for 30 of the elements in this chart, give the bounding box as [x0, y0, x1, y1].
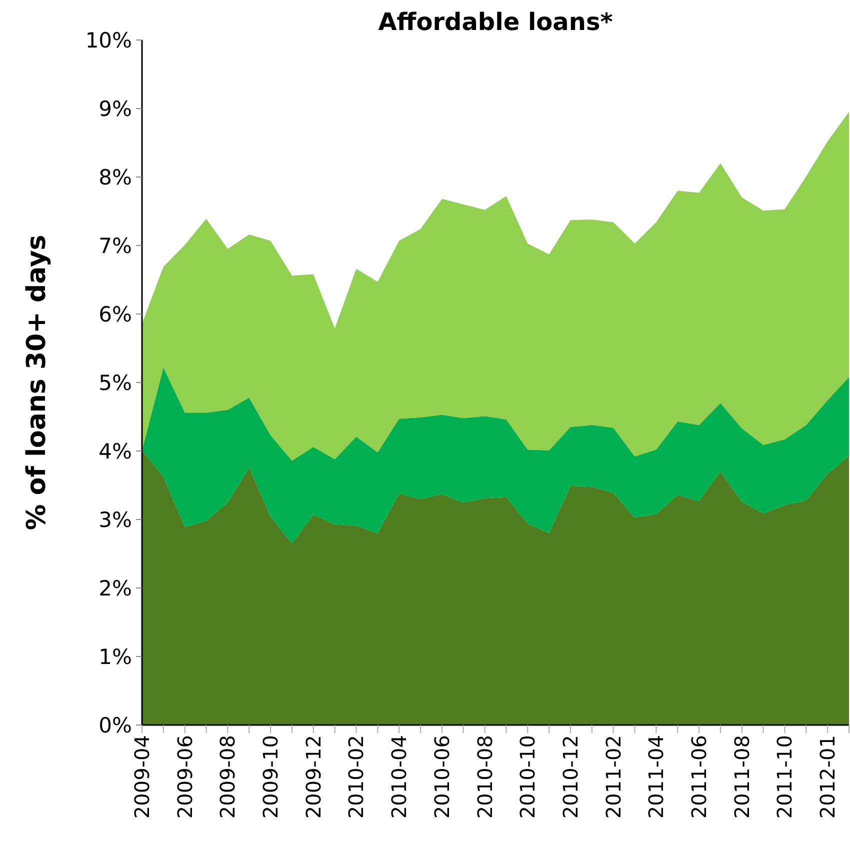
y-tick-label: 8% — [98, 165, 132, 190]
x-tick-label: 2010-02 — [344, 735, 368, 819]
x-tick-label: 2011-10 — [772, 735, 797, 819]
x-tick-label: 2011-02 — [601, 735, 626, 819]
x-tick-label: 2011-04 — [644, 735, 668, 819]
x-tick-label: 2010-04 — [387, 735, 412, 819]
x-tick-label: 2009-12 — [301, 735, 326, 819]
y-axis-title: % of loans 30+ days — [22, 234, 52, 530]
x-tick-label: 2009-04 — [130, 735, 154, 819]
y-tick-label: 3% — [98, 508, 132, 532]
y-tick-label: 5% — [98, 370, 132, 395]
x-tick-label: 2009-10 — [258, 735, 283, 819]
x-tick-label: 2010-10 — [516, 735, 540, 819]
y-tick-label: 1% — [98, 644, 132, 669]
x-tick-label: 2012-01 — [816, 735, 840, 819]
x-tick-label: 2011-06 — [687, 735, 712, 819]
x-tick-label: 2009-06 — [172, 735, 197, 819]
chart-title: Affordable loans* — [378, 8, 614, 36]
y-tick-label: 2% — [98, 576, 132, 600]
y-tick-label: 6% — [98, 302, 132, 326]
y-tick-label: 0% — [98, 713, 132, 738]
x-tick-label: 2010-06 — [430, 735, 454, 819]
x-tick-label: 2011-08 — [730, 735, 754, 819]
x-tick-label: 2010-08 — [472, 735, 497, 819]
y-tick-label: 9% — [98, 96, 132, 121]
x-tick-label: 2009-08 — [216, 735, 240, 819]
y-tick-label: 10% — [85, 28, 132, 52]
y-tick-label: 7% — [98, 234, 132, 258]
x-tick-label: 2010-12 — [558, 735, 582, 819]
y-tick-label: 4% — [98, 439, 132, 464]
